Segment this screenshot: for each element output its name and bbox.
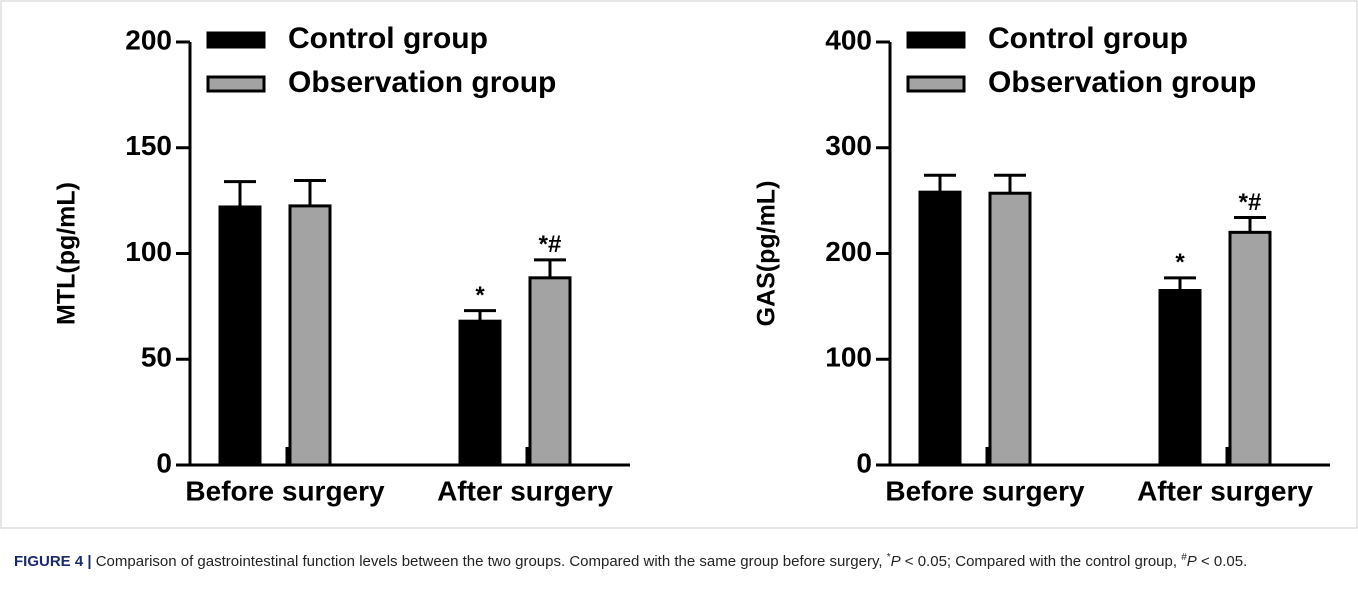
y-tick-label: 100 (125, 236, 172, 267)
caption-text: < 0.05. (1196, 553, 1248, 570)
legend-swatch (906, 75, 966, 93)
y-axis-label: MTL(pg/mL) (53, 182, 81, 325)
bar (458, 319, 502, 467)
caption-text: P (890, 553, 901, 570)
x-tick-label: After surgery (437, 475, 613, 506)
caption-symbol: * (886, 552, 891, 563)
caption-symbol: # (1181, 552, 1187, 563)
bar (528, 276, 572, 467)
y-axis-label: GAS(pg/mL) (753, 181, 781, 327)
y-tick-label: 0 (156, 447, 172, 478)
x-tick-label: After surgery (1137, 475, 1313, 506)
y-tick-label: 0 (856, 447, 872, 478)
y-tick-label: 200 (125, 24, 172, 55)
caption-text: P (1186, 553, 1197, 570)
annotation: * (1175, 249, 1185, 276)
bar (918, 190, 962, 467)
bar (988, 191, 1032, 467)
legend-swatch (206, 31, 266, 49)
caption-text: < 0.05; Compared with the control group, (900, 553, 1182, 570)
caption-text: Comparison of gastrointestinal function … (95, 553, 887, 570)
bar (288, 204, 332, 467)
annotation: *# (539, 231, 562, 258)
y-tick-label: 50 (141, 342, 172, 373)
figure-border (0, 0, 1358, 529)
legend-label: Control group (288, 22, 488, 55)
legend-swatch (206, 75, 266, 93)
legend-label: Observation group (288, 66, 556, 99)
x-tick-label: Before surgery (885, 475, 1085, 506)
figure: MTL(pg/mL) 0 50 100 150 200 Before surgery Afte… (0, 0, 1358, 529)
legend-swatch (906, 31, 966, 49)
caption: FIGURE 4 | Comparison of gastrointestina… (14, 546, 1344, 574)
legend-label: Observation group (988, 66, 1256, 99)
bar (1228, 230, 1272, 467)
annotation: * (475, 282, 485, 309)
y-tick-label: 400 (825, 24, 872, 55)
y-tick-label: 300 (825, 130, 872, 161)
y-tick-label: 100 (825, 342, 872, 373)
y-tick-label: 150 (125, 130, 172, 161)
legend-label: Control group (988, 22, 1188, 55)
bar (218, 205, 262, 467)
annotation: *# (1239, 189, 1262, 216)
bar (1158, 289, 1202, 467)
caption-label: FIGURE 4 | (14, 553, 92, 570)
y-tick-label: 200 (825, 236, 872, 267)
x-tick-label: Before surgery (185, 475, 385, 506)
